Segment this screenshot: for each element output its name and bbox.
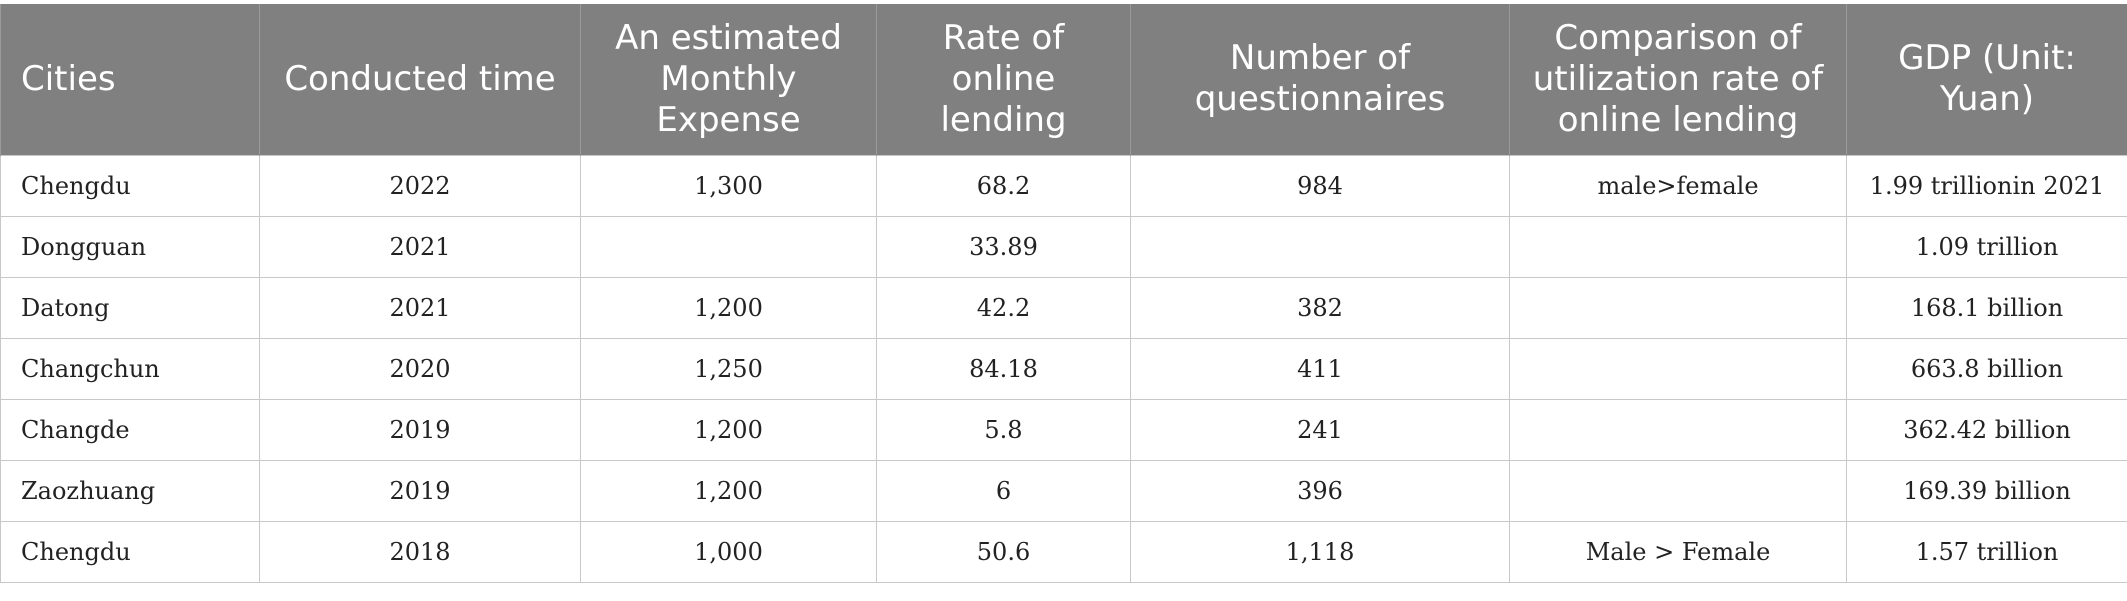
cell-monthly-expense: 1,200	[580, 398, 877, 461]
cell-gdp: 169.39 billion	[1846, 459, 2127, 522]
data-table-container: Cities Conducted time An estimated Month…	[0, 4, 2127, 583]
cell-conducted-time: 2020	[259, 337, 581, 400]
header-row: Cities Conducted time An estimated Month…	[0, 4, 2127, 155]
cell-gdp: 168.1 billion	[1846, 276, 2127, 339]
cell-conducted-time: 2021	[259, 276, 581, 339]
cell-gdp: 362.42 billion	[1846, 398, 2127, 461]
header-utilization-comparison: Comparison of utilization rate of online…	[1509, 4, 1847, 155]
cell-number-questionnaires: 382	[1130, 276, 1510, 339]
header-conducted-time: Conducted time	[259, 4, 581, 155]
cell-gdp: 1.57 trillion	[1846, 520, 2127, 583]
cell-rate-online-lending: 42.2	[876, 276, 1131, 339]
cell-rate-online-lending: 50.6	[876, 520, 1131, 583]
cell-monthly-expense: 1,200	[580, 276, 877, 339]
table-row: Chengdu 2018 1,000 50.6 1,118 Male > Fem…	[0, 520, 2127, 583]
cell-city: Changchun	[0, 337, 260, 400]
cell-utilization-comparison: Male > Female	[1509, 520, 1847, 583]
cell-number-questionnaires: 1,118	[1130, 520, 1510, 583]
cell-monthly-expense	[580, 215, 877, 278]
table-row: Datong 2021 1,200 42.2 382 168.1 billion	[0, 276, 2127, 339]
cell-utilization-comparison	[1509, 459, 1847, 522]
cell-number-questionnaires: 396	[1130, 459, 1510, 522]
cell-conducted-time: 2019	[259, 398, 581, 461]
table-header: Cities Conducted time An estimated Month…	[0, 4, 2127, 155]
cell-number-questionnaires: 411	[1130, 337, 1510, 400]
cell-rate-online-lending: 33.89	[876, 215, 1131, 278]
cell-gdp: 1.99 trillionin 2021	[1846, 154, 2127, 217]
cell-utilization-comparison	[1509, 276, 1847, 339]
header-monthly-expense: An estimated Monthly Expense	[580, 4, 877, 155]
cell-monthly-expense: 1,250	[580, 337, 877, 400]
cell-monthly-expense: 1,300	[580, 154, 877, 217]
cell-monthly-expense: 1,000	[580, 520, 877, 583]
cell-city: Chengdu	[0, 154, 260, 217]
cell-city: Chengdu	[0, 520, 260, 583]
table-row: Chengdu 2022 1,300 68.2 984 male>female …	[0, 154, 2127, 217]
cell-number-questionnaires	[1130, 215, 1510, 278]
cell-conducted-time: 2018	[259, 520, 581, 583]
cell-conducted-time: 2021	[259, 215, 581, 278]
cell-monthly-expense: 1,200	[580, 459, 877, 522]
cell-rate-online-lending: 84.18	[876, 337, 1131, 400]
cell-city: Dongguan	[0, 215, 260, 278]
cell-utilization-comparison	[1509, 398, 1847, 461]
cell-utilization-comparison: male>female	[1509, 154, 1847, 217]
cell-utilization-comparison	[1509, 337, 1847, 400]
header-cities: Cities	[0, 4, 260, 155]
cell-utilization-comparison	[1509, 215, 1847, 278]
table-row: Dongguan 2021 33.89 1.09 trillion	[0, 215, 2127, 278]
table-row: Zaozhuang 2019 1,200 6 396 169.39 billio…	[0, 459, 2127, 522]
cell-gdp: 663.8 billion	[1846, 337, 2127, 400]
cell-city: Datong	[0, 276, 260, 339]
cell-number-questionnaires: 984	[1130, 154, 1510, 217]
cell-conducted-time: 2022	[259, 154, 581, 217]
header-number-questionnaires: Number of questionnaires	[1130, 4, 1510, 155]
table-row: Changchun 2020 1,250 84.18 411 663.8 bil…	[0, 337, 2127, 400]
cell-number-questionnaires: 241	[1130, 398, 1510, 461]
cell-rate-online-lending: 68.2	[876, 154, 1131, 217]
header-rate-online-lending: Rate of online lending	[876, 4, 1131, 155]
cell-city: Changde	[0, 398, 260, 461]
cell-conducted-time: 2019	[259, 459, 581, 522]
cell-rate-online-lending: 6	[876, 459, 1131, 522]
table-row: Changde 2019 1,200 5.8 241 362.42 billio…	[0, 398, 2127, 461]
cell-gdp: 1.09 trillion	[1846, 215, 2127, 278]
table-body: Chengdu 2022 1,300 68.2 984 male>female …	[0, 154, 2127, 583]
header-gdp: GDP (Unit: Yuan)	[1846, 4, 2127, 155]
cell-city: Zaozhuang	[0, 459, 260, 522]
data-table: Cities Conducted time An estimated Month…	[0, 4, 2127, 583]
cell-rate-online-lending: 5.8	[876, 398, 1131, 461]
